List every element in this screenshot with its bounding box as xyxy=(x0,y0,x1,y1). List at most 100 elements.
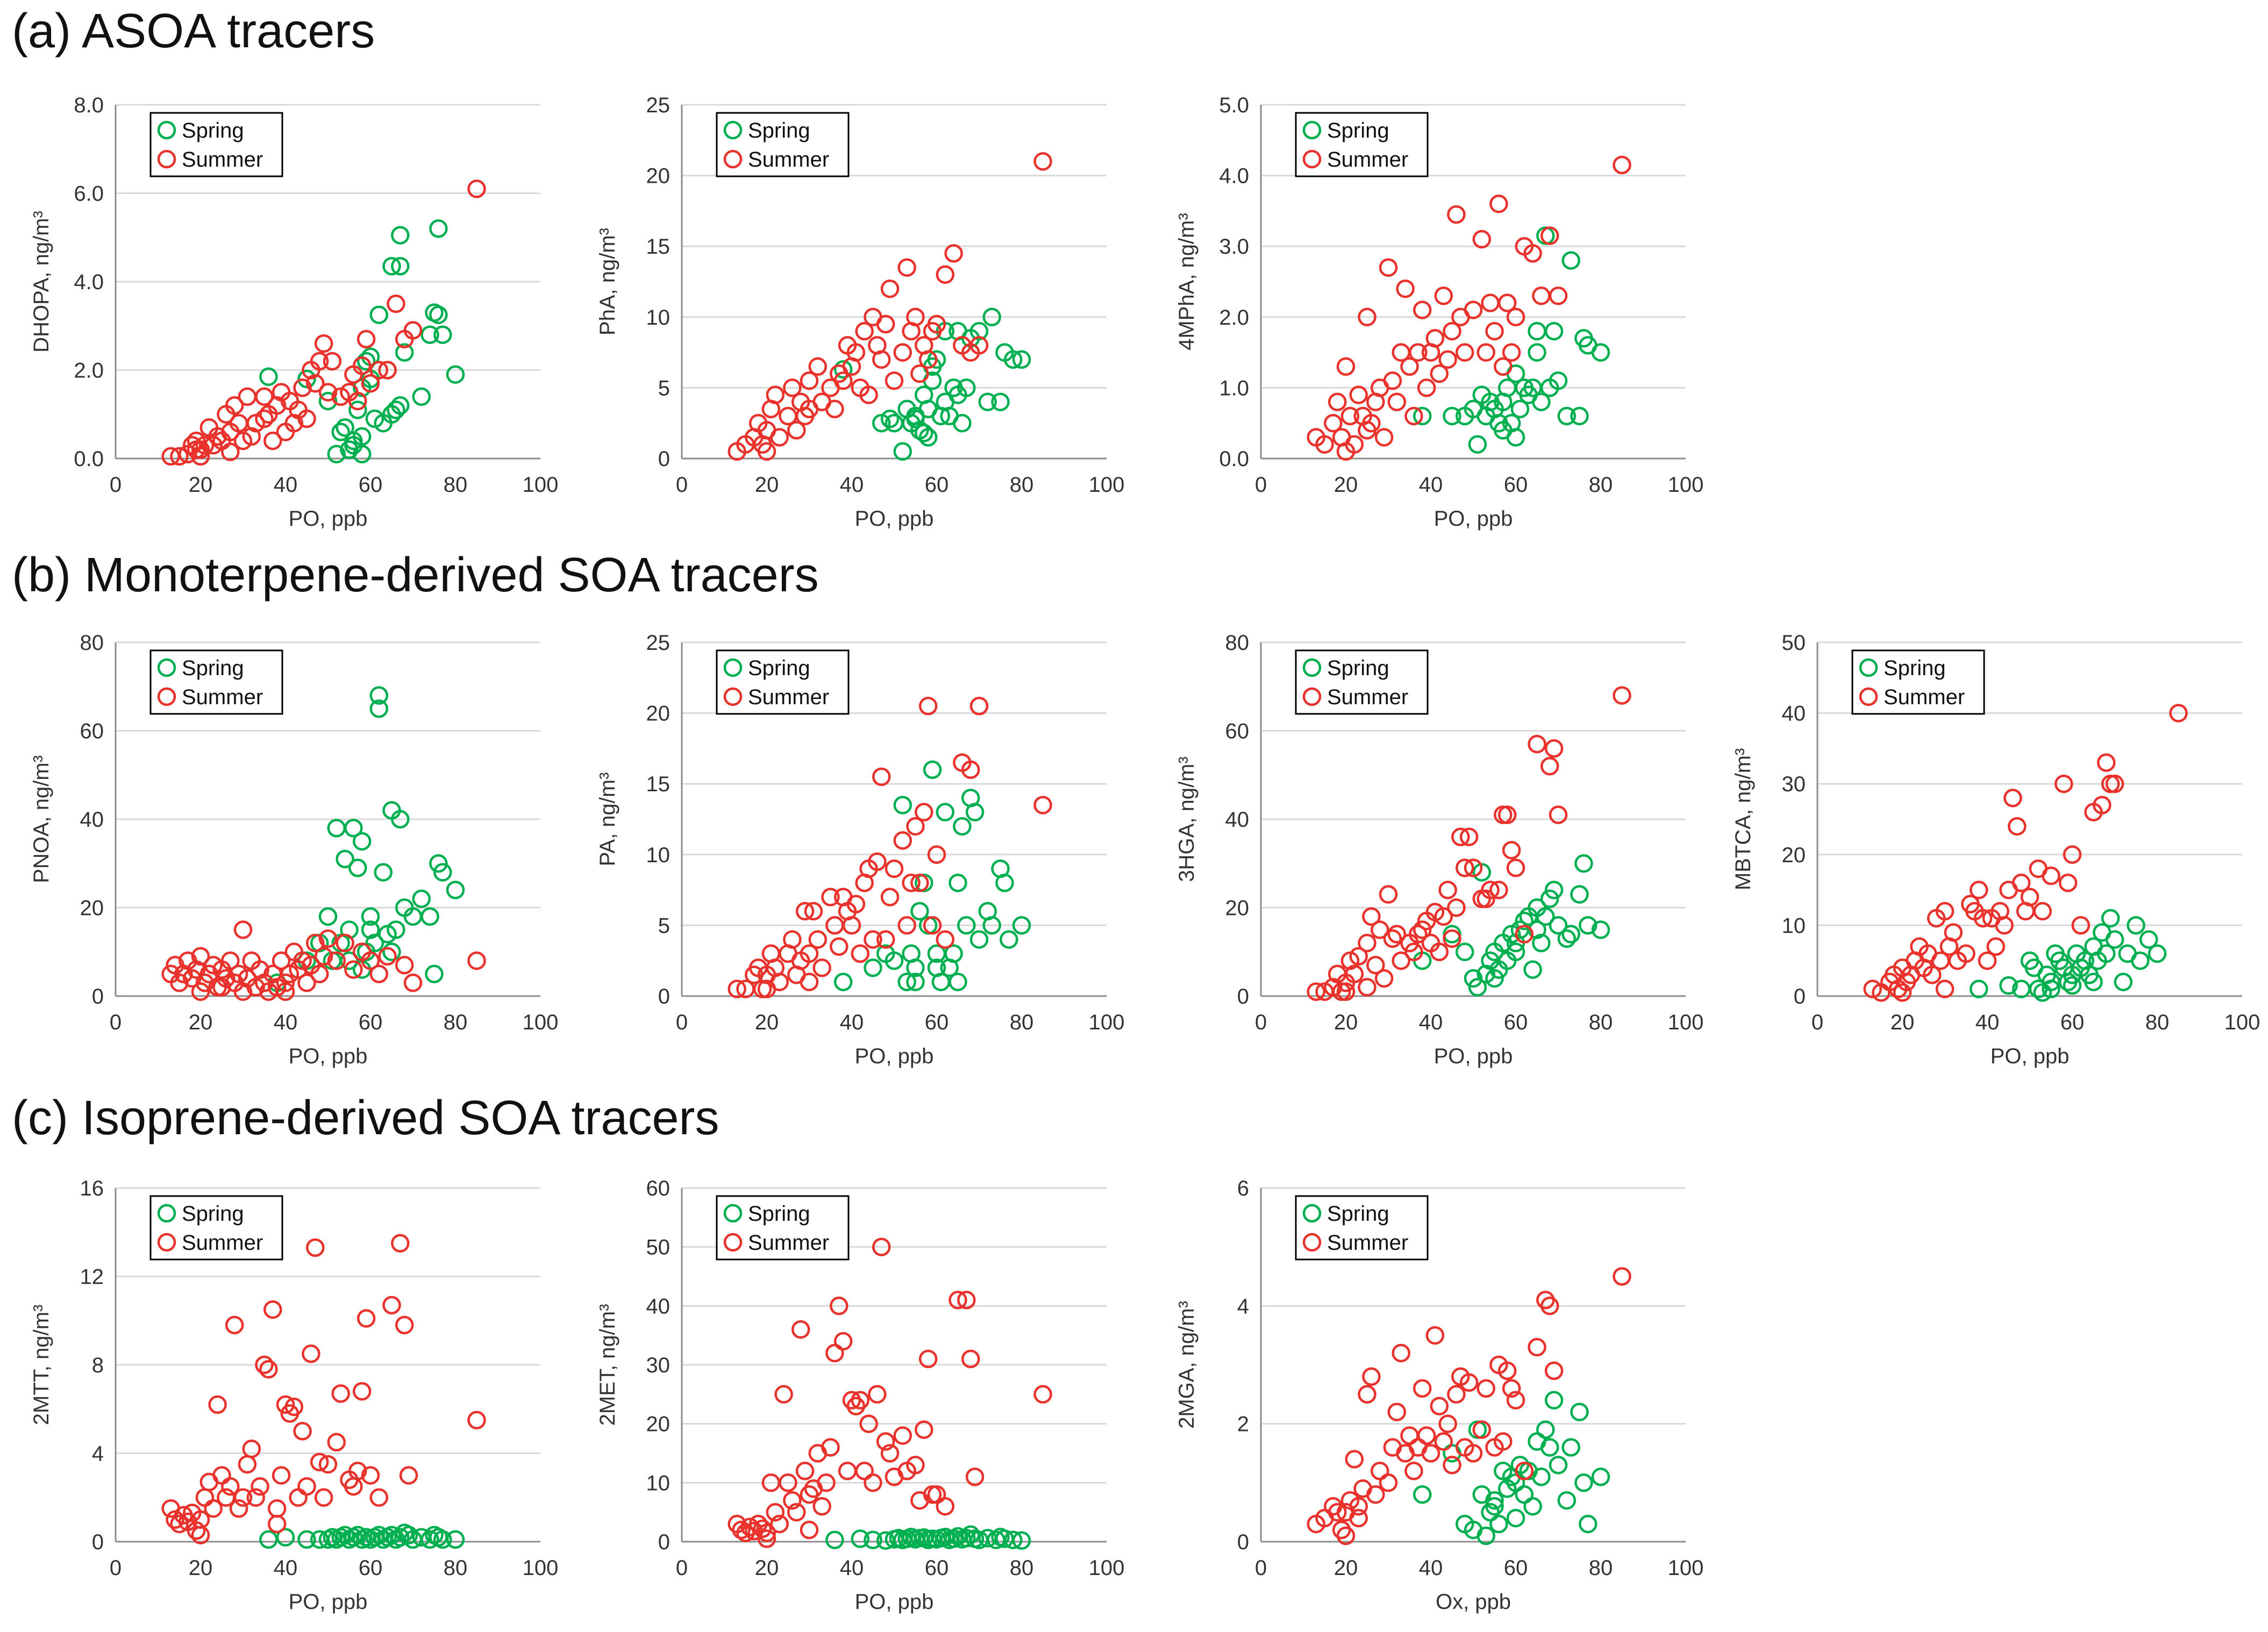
spring-point xyxy=(387,400,405,419)
spring-point xyxy=(1591,920,1610,939)
x-tick-label: 60 xyxy=(925,473,949,497)
summer-point xyxy=(918,697,938,715)
summer-point xyxy=(1434,287,1453,305)
summer-point xyxy=(1477,343,1495,362)
summer-point xyxy=(1387,925,1407,944)
summer-point xyxy=(880,1444,900,1463)
summer-point xyxy=(246,1488,265,1507)
summer-point xyxy=(1502,343,1521,362)
y-tick-label: 0 xyxy=(658,985,670,1008)
summer-point xyxy=(918,350,938,369)
summer-point xyxy=(1383,371,1402,390)
spring-point xyxy=(2042,979,2060,999)
spring-point xyxy=(369,686,389,705)
legend-label-summer: Summer xyxy=(748,1231,829,1255)
summer-point xyxy=(1523,244,1542,263)
summer-point xyxy=(1528,1337,1546,1357)
summer-point xyxy=(297,409,316,428)
x-tick-label: 40 xyxy=(274,473,298,497)
spring-point xyxy=(1485,1497,1504,1516)
summer-point xyxy=(757,442,776,461)
x-tick-label: 100 xyxy=(1668,1556,1704,1580)
summer-point xyxy=(1374,969,1394,988)
section-c-title: (c) Isoprene-derived SOA tracers xyxy=(12,1091,719,1145)
spring-point xyxy=(369,305,389,324)
summer-point xyxy=(876,314,895,334)
x-tick-label: 40 xyxy=(840,1556,864,1580)
spring-point xyxy=(391,1528,410,1547)
summer-point xyxy=(1349,947,1368,966)
summer-point xyxy=(255,409,274,428)
spring-point xyxy=(327,819,346,838)
summer-point xyxy=(1400,1426,1419,1445)
legend-label-spring: Spring xyxy=(1327,119,1389,142)
legend-marker-spring xyxy=(157,120,176,140)
y-tick-label: 60 xyxy=(1225,720,1250,743)
summer-point xyxy=(1613,155,1631,175)
spring-point xyxy=(369,699,389,718)
chart-6: 0 20 40 60 80 0 20 40 60 80 100 PO, ppb 3HGA, ng/m³ S… xyxy=(1175,631,1703,1068)
summer-point xyxy=(284,413,304,433)
spring-point xyxy=(915,424,933,442)
y-tick-label: 8 xyxy=(92,1354,104,1377)
summer-point xyxy=(876,930,895,949)
y-tick-label: 20 xyxy=(1225,897,1250,920)
spring-point xyxy=(2063,976,2082,995)
x-tick-label: 100 xyxy=(523,1011,559,1034)
legend-label-spring: Spring xyxy=(182,119,244,142)
summer-point xyxy=(289,1488,308,1507)
y-tick-label: 80 xyxy=(80,631,104,655)
spring-point xyxy=(1506,1508,1525,1528)
spring-point xyxy=(391,256,410,276)
spring-point xyxy=(1506,942,1525,962)
legend-label-summer: Summer xyxy=(182,148,263,171)
summer-point xyxy=(927,845,946,864)
y-tick-label: 4 xyxy=(1237,1294,1249,1318)
summer-point xyxy=(906,817,925,836)
summer-point xyxy=(893,831,912,850)
y-tick-label: 40 xyxy=(80,808,104,832)
spring-point xyxy=(953,817,972,836)
summer-point xyxy=(195,1488,215,1507)
spring-point xyxy=(2105,930,2124,949)
summer-point xyxy=(467,951,486,970)
summer-point xyxy=(2012,874,2031,892)
summer-point xyxy=(382,1295,401,1315)
spring-point xyxy=(382,256,401,276)
summer-point xyxy=(1366,956,1385,975)
y-tick-label: 25 xyxy=(646,94,671,117)
spring-point xyxy=(1570,1402,1589,1421)
summer-point xyxy=(212,1466,231,1485)
summer-point xyxy=(361,374,380,393)
summer-point xyxy=(872,1237,891,1256)
x-tick-label: 80 xyxy=(1010,1011,1034,1034)
chart-2: 0 5 10 15 20 25 0 20 40 60 80 100 PO, ppb PhA, ng/m³ S… xyxy=(596,94,1124,531)
summer-point xyxy=(1345,1450,1364,1469)
summer-point xyxy=(369,361,389,380)
spring-point xyxy=(1003,1530,1023,1549)
spring-point xyxy=(1532,1468,1551,1486)
spring-point xyxy=(1536,907,1555,926)
y-axis-label: DHOPA, ng/m³ xyxy=(30,211,53,353)
summer-point xyxy=(770,428,789,447)
spring-point xyxy=(1468,978,1487,997)
x-axis-label: PO, ppb xyxy=(1434,507,1513,531)
summer-point xyxy=(331,1384,350,1403)
summer-point xyxy=(846,343,866,362)
summer-point xyxy=(1995,916,2014,935)
spring-point xyxy=(327,445,346,464)
summer-point xyxy=(318,1455,338,1474)
legend-marker-summer xyxy=(157,687,176,706)
x-tick-label: 20 xyxy=(189,1011,213,1034)
summer-point xyxy=(1893,983,1912,1002)
summer-point xyxy=(766,1502,785,1522)
legend-label-summer: Summer xyxy=(1327,148,1408,171)
summer-point xyxy=(753,1519,772,1538)
summer-point xyxy=(910,874,929,892)
legend-label-summer: Summer xyxy=(1327,1231,1408,1255)
spring-point xyxy=(1549,1456,1568,1474)
summer-point xyxy=(1340,406,1360,426)
section-b-title: (b) Monoterpene-derived SOA tracers xyxy=(12,548,819,602)
x-tick-label: 20 xyxy=(755,1011,779,1034)
x-tick-label: 100 xyxy=(2224,1011,2260,1034)
